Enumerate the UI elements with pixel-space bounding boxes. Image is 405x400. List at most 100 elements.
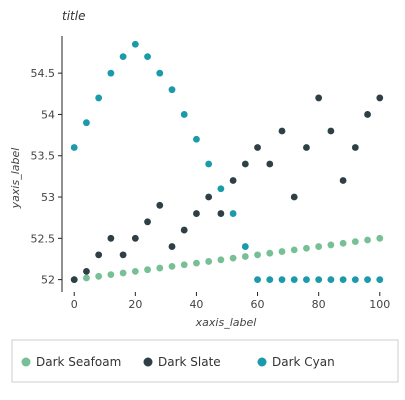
- point-dark-cyan: [180, 111, 188, 118]
- series-dark-slate: [70, 94, 384, 284]
- y-axis-title: yaxis_label: [9, 148, 22, 210]
- point-dark-slate: [339, 177, 347, 184]
- point-dark-cyan: [290, 276, 298, 284]
- point-dark-seafoam: [254, 251, 261, 259]
- point-dark-seafoam: [131, 267, 139, 275]
- point-dark-seafoam: [241, 253, 249, 260]
- point-dark-cyan: [278, 276, 286, 284]
- point-dark-slate: [254, 144, 261, 151]
- point-dark-seafoam: [156, 264, 164, 272]
- point-dark-slate: [156, 201, 164, 209]
- point-dark-slate: [217, 210, 225, 217]
- point-dark-seafoam: [303, 244, 310, 252]
- plot-area: [70, 40, 384, 284]
- point-dark-seafoam: [107, 271, 115, 279]
- point-dark-slate: [364, 111, 371, 118]
- point-dark-cyan: [376, 276, 384, 284]
- point-dark-cyan: [156, 69, 164, 77]
- point-dark-cyan: [205, 160, 213, 168]
- legend-swatch: [257, 357, 267, 367]
- point-dark-seafoam: [205, 258, 213, 265]
- point-dark-slate: [351, 144, 359, 151]
- series-dark-cyan: [70, 40, 384, 284]
- point-dark-slate: [229, 177, 237, 184]
- x-axis: 0 20 40 60 80 100: [71, 292, 390, 311]
- point-dark-slate: [315, 94, 323, 102]
- point-dark-seafoam: [339, 239, 347, 247]
- y-tick-label: 52: [41, 274, 55, 287]
- point-dark-slate: [131, 234, 139, 242]
- legend: Dark Seafoam Dark Slate Dark Cyan: [21, 355, 335, 369]
- y-tick-label: 54.5: [31, 67, 56, 80]
- point-dark-slate: [193, 210, 200, 217]
- point-dark-cyan: [315, 276, 323, 284]
- point-dark-cyan: [83, 119, 90, 127]
- point-dark-slate: [266, 160, 274, 168]
- point-dark-slate: [303, 144, 310, 151]
- point-dark-seafoam: [290, 246, 298, 254]
- point-dark-cyan: [339, 276, 347, 284]
- point-dark-seafoam: [217, 256, 225, 264]
- y-tick-label: 53.5: [31, 150, 56, 163]
- point-dark-cyan: [327, 276, 335, 284]
- point-dark-seafoam: [376, 234, 384, 242]
- legend-swatch: [21, 357, 31, 367]
- point-dark-slate: [144, 218, 151, 226]
- point-dark-slate: [70, 276, 78, 284]
- point-dark-slate: [168, 243, 176, 250]
- y-tick-label: 52.5: [31, 232, 56, 245]
- point-dark-cyan: [241, 243, 249, 250]
- point-dark-seafoam: [119, 269, 127, 277]
- point-dark-seafoam: [364, 236, 371, 244]
- point-dark-cyan: [168, 86, 176, 94]
- series-dark-seafoam: [70, 234, 384, 284]
- point-dark-seafoam: [180, 261, 188, 269]
- point-dark-slate: [107, 234, 115, 242]
- point-dark-slate: [83, 267, 90, 275]
- point-dark-seafoam: [266, 249, 274, 257]
- point-dark-cyan: [119, 53, 127, 61]
- x-tick-label: 20: [128, 298, 142, 311]
- point-dark-cyan: [229, 210, 237, 217]
- point-dark-seafoam: [83, 274, 90, 282]
- point-dark-slate: [119, 251, 127, 259]
- y-tick-label: 53: [41, 191, 55, 204]
- point-dark-cyan: [217, 185, 225, 193]
- point-dark-slate: [205, 193, 213, 201]
- legend-label: Dark Cyan: [272, 355, 335, 369]
- point-dark-seafoam: [144, 266, 151, 274]
- legend-box: [11, 339, 399, 383]
- point-dark-slate: [376, 94, 384, 102]
- point-dark-cyan: [364, 276, 371, 284]
- point-dark-seafoam: [278, 248, 286, 255]
- y-axis: 52 52.5 53 53.5 54 54.5: [31, 36, 63, 292]
- legend-label: Dark Slate: [158, 355, 221, 369]
- legend-item-dark-cyan: Dark Cyan: [257, 355, 335, 369]
- point-dark-slate: [290, 193, 298, 201]
- point-dark-cyan: [193, 135, 200, 143]
- legend-item-dark-slate: Dark Slate: [143, 355, 221, 369]
- point-dark-seafoam: [168, 263, 176, 270]
- point-dark-cyan: [144, 53, 151, 61]
- point-dark-seafoam: [229, 254, 237, 262]
- point-dark-slate: [241, 160, 249, 168]
- point-dark-cyan: [131, 40, 139, 48]
- x-tick-label: 0: [71, 298, 78, 311]
- point-dark-seafoam: [351, 238, 359, 246]
- legend-label: Dark Seafoam: [36, 355, 121, 369]
- x-tick-label: 80: [312, 298, 326, 311]
- point-dark-cyan: [351, 276, 359, 284]
- x-tick-label: 100: [369, 298, 390, 311]
- point-dark-seafoam: [193, 259, 200, 267]
- chart-title: title: [62, 9, 85, 23]
- x-axis-title: xaxis_label: [195, 316, 257, 329]
- y-tick-label: 54: [41, 108, 55, 121]
- point-dark-cyan: [303, 276, 310, 284]
- x-tick-label: 60: [251, 298, 265, 311]
- point-dark-slate: [180, 226, 188, 234]
- point-dark-slate: [278, 127, 286, 135]
- point-dark-cyan: [107, 69, 115, 77]
- point-dark-cyan: [70, 144, 78, 151]
- point-dark-seafoam: [315, 243, 323, 250]
